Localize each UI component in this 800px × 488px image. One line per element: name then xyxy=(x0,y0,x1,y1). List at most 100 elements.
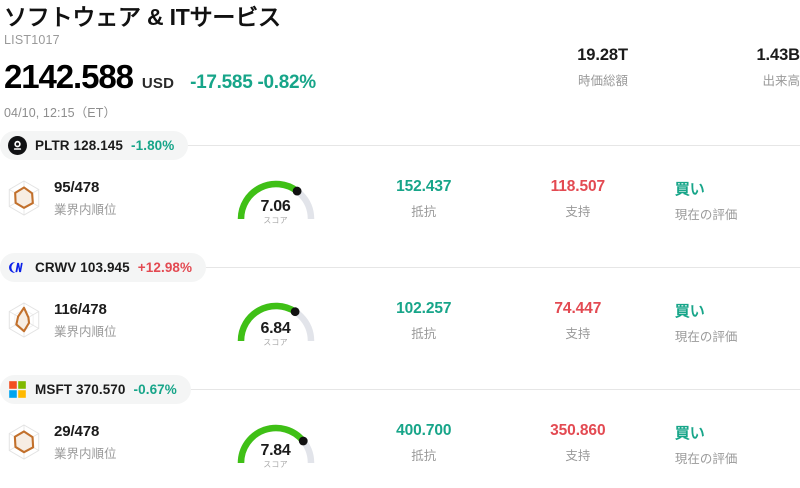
change-absolute: -17.585 xyxy=(190,72,253,94)
index-price: 2142.588 xyxy=(4,58,134,96)
support-value: 74.447 xyxy=(554,300,602,317)
quote-timestamp: 04/10, 12:15（ET） xyxy=(4,106,117,121)
microsoft-logo xyxy=(9,380,26,398)
change-percent: -0.82% xyxy=(257,72,316,94)
gauge-marker-dot xyxy=(298,436,308,446)
ticker-price: 128.145 xyxy=(73,137,124,153)
score-gauge-arc xyxy=(237,302,314,342)
score-gauge-cell: 7.84 スコア xyxy=(204,415,346,471)
section-divider xyxy=(0,267,800,268)
ticker-symbol-and-price: MSFT 370.570 xyxy=(35,382,126,397)
rating-label: 現在の評価 xyxy=(674,452,738,466)
gauge-marker-dot xyxy=(292,186,301,196)
ticker-change-percent: -0.67% xyxy=(133,381,177,397)
score-gauge-arc xyxy=(237,180,314,220)
industry-rank-radar-icon xyxy=(8,424,40,460)
ticker-change-percent: +12.98% xyxy=(137,259,193,275)
support-value: 118.507 xyxy=(550,178,606,195)
stat-volume: 1.43B 出来高 xyxy=(650,46,800,89)
ticker-symbol: PLTR xyxy=(35,137,70,153)
ticker-metrics-row: 116/478 業界内順位 6.84 スコア 102.257 抵抗 74.447 支持 買い 現在… xyxy=(0,282,800,374)
price-block: 2142.588 USD -17.585 -0.82% xyxy=(4,60,800,94)
resistance-label: 抵抗 xyxy=(411,449,437,463)
ticker-symbol-and-price: PLTR 128.145 xyxy=(35,138,123,153)
industry-rank-value: 116/478 xyxy=(54,300,107,318)
support-cell: 74.447 支持 xyxy=(501,293,655,342)
rating-cell: 買い 現在の評価 xyxy=(655,293,800,345)
industry-rank-cell: 116/478 業界内順位 xyxy=(0,293,204,340)
rating-value: 買い xyxy=(674,303,705,320)
score-value: 7.84 xyxy=(260,442,291,459)
header-stats: 19.28T 時価総額 1.43B 出来高 xyxy=(475,46,800,89)
currency-label: USD xyxy=(141,75,175,93)
score-value: 6.84 xyxy=(260,320,291,337)
support-cell: 118.507 支持 xyxy=(501,171,655,220)
ticker-metrics-row: 29/478 業界内順位 7.84 スコア 400.700 抵抗 350.860 支持 買い 現在… xyxy=(0,404,800,488)
score-gauge-cell: 7.06 スコア xyxy=(204,171,346,227)
ticker-header: PLTR 128.145 -1.80% xyxy=(0,130,800,160)
stat-label: 出来高 xyxy=(762,74,800,88)
rating-label: 現在の評価 xyxy=(674,330,738,344)
ticker-header: MSFT 370.570 -0.67% xyxy=(0,374,800,404)
industry-rank-value: 29/478 xyxy=(54,422,100,440)
ticker-symbol: CRWV xyxy=(35,259,77,275)
resistance-cell: 400.700 抵抗 xyxy=(347,415,501,464)
rating-cell: 買い 現在の評価 xyxy=(655,415,800,467)
ticker-section: PLTR 128.145 -1.80% 95/478 業界内順位 7.06 スコア 152.… xyxy=(0,130,800,252)
support-value: 350.860 xyxy=(550,422,606,439)
resistance-value: 152.437 xyxy=(396,178,452,195)
score-gauge: 7.84 スコア xyxy=(230,415,322,471)
industry-rank-label: 業界内順位 xyxy=(54,202,117,217)
support-label: 支持 xyxy=(565,205,591,219)
industry-rank-label: 業界内順位 xyxy=(54,324,117,339)
index-header: ソフトウェア & ITサービス LIST1017 2142.588 USD -1… xyxy=(0,0,800,130)
coreweave-logo xyxy=(9,261,23,273)
stat-market-cap: 19.28T 時価総額 xyxy=(475,46,650,89)
index-code: LIST1017 xyxy=(4,33,60,48)
resistance-cell: 102.257 抵抗 xyxy=(347,293,501,342)
page-title: ソフトウェア & ITサービス xyxy=(4,4,281,30)
ticker-pill-crwv[interactable]: CRWV 103.945 +12.98% xyxy=(0,252,207,282)
score-label: スコア xyxy=(263,216,288,225)
industry-rank-label: 業界内順位 xyxy=(54,446,117,461)
score-gauge: 6.84 スコア xyxy=(230,293,322,349)
stat-label: 時価総額 xyxy=(577,74,628,88)
score-label: スコア xyxy=(263,338,288,347)
industry-rank-radar-icon xyxy=(8,302,40,338)
ticker-symbol: MSFT xyxy=(35,381,73,397)
score-value: 7.06 xyxy=(260,198,291,215)
ticker-header: CRWV 103.945 +12.98% xyxy=(0,252,800,282)
industry-rank-radar-icon xyxy=(8,180,40,216)
score-gauge: 7.06 スコア xyxy=(230,171,322,227)
ticker-metrics-row: 95/478 業界内順位 7.06 スコア 152.437 抵抗 118.507 支持 買い現在… xyxy=(0,160,800,252)
section-divider xyxy=(0,145,800,146)
ticker-pill-pltr[interactable]: PLTR 128.145 -1.80% xyxy=(0,130,189,160)
ticker-section: CRWV 103.945 +12.98% 116/478 業界内順位 6.84 スコア 10… xyxy=(0,252,800,374)
rating-value: 買い xyxy=(674,425,705,442)
industry-rank-cell: 29/478 業界内順位 xyxy=(0,415,204,462)
score-gauge-cell: 6.84 スコア xyxy=(204,293,346,349)
resistance-label: 抵抗 xyxy=(411,327,437,341)
resistance-value: 400.700 xyxy=(396,422,452,439)
rating-cell: 買い 現在の評価 xyxy=(655,171,800,223)
ticker-price: 370.570 xyxy=(76,381,126,397)
resistance-label: 抵抗 xyxy=(411,205,437,219)
industry-rank-cell: 95/478 業界内順位 xyxy=(0,171,204,218)
stat-value: 1.43B xyxy=(756,46,800,64)
score-label: スコア xyxy=(263,460,288,469)
ticker-price: 103.945 xyxy=(80,259,130,275)
rating-value: 買い xyxy=(674,181,705,198)
section-divider xyxy=(0,389,800,390)
resistance-value: 102.257 xyxy=(396,300,452,317)
palantir-logo xyxy=(8,135,27,155)
ticker-change-percent: -1.80% xyxy=(131,137,175,153)
resistance-cell: 152.437 抵抗 xyxy=(347,171,501,220)
gauge-marker-dot xyxy=(290,307,300,317)
industry-rank-value: 95/478 xyxy=(54,178,100,196)
index-change: -17.585 -0.82% xyxy=(190,72,316,94)
rating-label: 現在の評価 xyxy=(674,208,738,222)
ticker-pill-msft[interactable]: MSFT 370.570 -0.67% xyxy=(0,374,191,404)
ticker-section: MSFT 370.570 -0.67% 29/478 業界内順位 7.84 スコア 400.… xyxy=(0,374,800,488)
stat-value: 19.28T xyxy=(577,46,628,64)
ticker-symbol-and-price: CRWV 103.945 xyxy=(35,260,130,275)
